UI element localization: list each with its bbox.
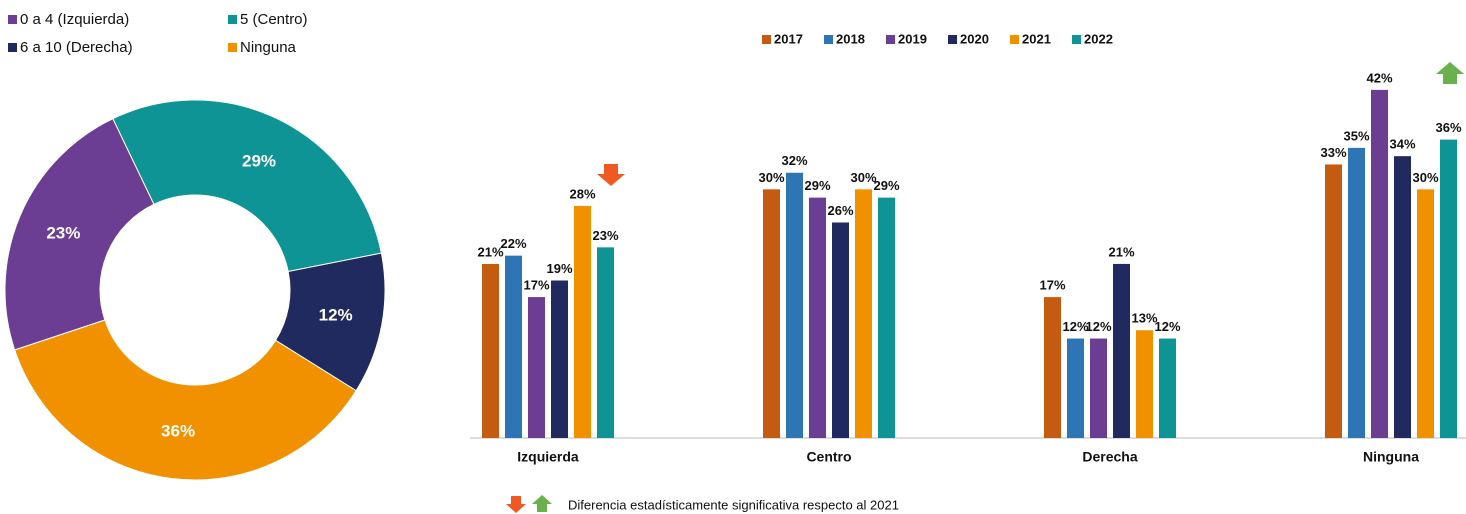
legend-label: 5 (Centro) (240, 11, 308, 28)
legend-swatch (228, 43, 237, 52)
bar (505, 255, 522, 438)
value-label: 13% (1131, 311, 1157, 326)
legend-swatch (8, 15, 17, 24)
x-tick-label: Derecha (1082, 449, 1137, 465)
bar (1113, 263, 1130, 438)
value-label: 30% (850, 170, 876, 185)
note-up-arrow (532, 495, 552, 512)
value-label: 22% (500, 236, 526, 251)
legend-swatch (1072, 35, 1081, 44)
value-label: 21% (477, 244, 503, 259)
value-label: 30% (1412, 170, 1438, 185)
value-label: 12% (1085, 319, 1111, 334)
legend-label: Ninguna (240, 39, 297, 56)
bar (1044, 297, 1061, 438)
legend-label: 2019 (898, 31, 927, 46)
donut-slice (4, 117, 155, 351)
legend-swatch (948, 35, 957, 44)
value-label: 19% (546, 261, 572, 276)
slice-label: 29% (242, 152, 276, 171)
donut-slice (14, 319, 357, 481)
up-arrow (1436, 62, 1464, 84)
legend-swatch (8, 43, 17, 52)
legend-label: 2022 (1084, 31, 1113, 46)
value-label: 32% (781, 153, 807, 168)
bar (551, 280, 568, 438)
bar (1348, 147, 1365, 438)
bar (1440, 139, 1457, 438)
legend-swatch (824, 35, 833, 44)
value-label: 29% (873, 178, 899, 193)
bar (1394, 156, 1411, 438)
x-tick-label: Ninguna (1363, 449, 1419, 465)
value-label: 23% (592, 228, 618, 243)
value-label: 28% (569, 186, 595, 201)
legend-swatch (886, 35, 895, 44)
value-label: 34% (1389, 137, 1415, 152)
bar (528, 297, 545, 438)
value-label: 33% (1320, 145, 1346, 160)
slice-label: 12% (319, 305, 353, 324)
legend-label: 2021 (1022, 31, 1051, 46)
value-label: 17% (523, 278, 549, 293)
bar (1090, 338, 1107, 438)
bar (1159, 338, 1176, 438)
value-label: 26% (827, 203, 853, 218)
value-label: 36% (1435, 120, 1461, 135)
bar (878, 197, 895, 438)
bar (1325, 164, 1342, 438)
legend-label: 2020 (960, 31, 989, 46)
bar (482, 263, 499, 438)
legend-label: 6 a 10 (Derecha) (20, 39, 133, 56)
value-label: 17% (1039, 278, 1065, 293)
note: Diferencia estadísticamente significativ… (568, 497, 899, 512)
bar (1371, 89, 1388, 438)
x-tick-label: Izquierda (517, 449, 579, 465)
bar (763, 189, 780, 438)
bar (597, 247, 614, 438)
slice-label: 23% (46, 224, 80, 243)
legend-label: 0 a 4 (Izquierda) (20, 11, 129, 28)
donut-slice (112, 99, 382, 273)
legend-label: 2017 (774, 31, 803, 46)
bar (786, 172, 803, 438)
bar (1067, 338, 1084, 438)
value-label: 29% (804, 178, 830, 193)
value-label: 12% (1154, 319, 1180, 334)
legend-swatch (762, 35, 771, 44)
bar (1136, 330, 1153, 438)
slice-label: 36% (161, 421, 195, 440)
bar (809, 197, 826, 438)
x-tick-label: Centro (806, 449, 851, 465)
legend-swatch (1010, 35, 1019, 44)
value-label: 30% (758, 170, 784, 185)
value-label: 12% (1062, 319, 1088, 334)
legend-label: 2018 (836, 31, 865, 46)
note-down-arrow (506, 496, 526, 513)
bar (1417, 189, 1434, 438)
bar (574, 205, 591, 438)
bar (855, 189, 872, 438)
value-label: 21% (1108, 244, 1134, 259)
value-label: 35% (1343, 128, 1369, 143)
value-label: 42% (1366, 70, 1392, 85)
bar (832, 222, 849, 438)
down-arrow (597, 164, 625, 186)
legend-swatch (228, 15, 237, 24)
